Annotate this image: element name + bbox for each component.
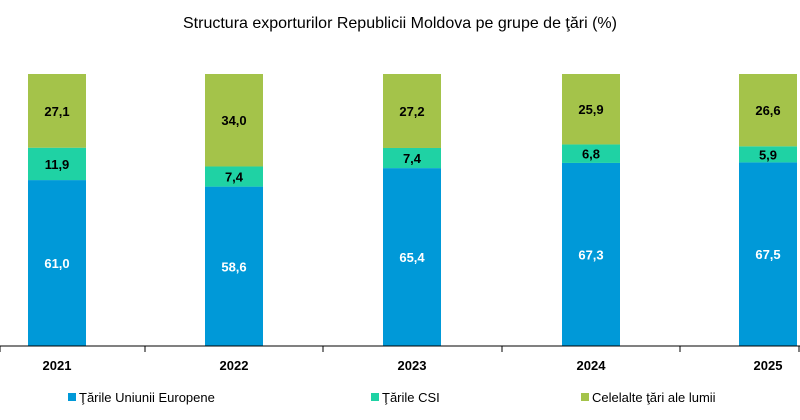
data-label-2024-series-0: 67,3	[578, 247, 603, 262]
bar-segment-2022-series-0	[205, 186, 263, 346]
data-label-2022-series-2: 34,0	[221, 113, 246, 128]
bar-segment-2025-series-2	[739, 74, 797, 147]
x-axis-labels: 2021 2022 2023 2024 2025	[43, 358, 783, 373]
x-axis-ticks	[0, 346, 800, 352]
bar-segment-2023-series-0	[383, 168, 441, 346]
bar-segment-2022-series-2	[205, 74, 263, 167]
legend-swatch-1	[371, 393, 379, 401]
data-label-2023-series-0: 65,4	[399, 250, 425, 265]
x-tick-label-2022: 2022	[220, 358, 249, 373]
data-label-2023-series-1: 7,4	[403, 151, 422, 166]
data-label-2023-series-2: 27,2	[399, 104, 424, 119]
bar-segment-2021-series-2	[28, 74, 86, 148]
bar-segment-2022-series-1	[205, 166, 263, 187]
data-label-2022-series-0: 58,6	[221, 259, 246, 274]
bar-segment-2025-series-0	[739, 162, 797, 346]
x-tick-label-2024: 2024	[577, 358, 607, 373]
bar-segment-2024-series-2	[562, 74, 620, 145]
x-tick-label-2021: 2021	[43, 358, 72, 373]
data-label-2025-series-0: 67,5	[755, 247, 780, 262]
data-label-2024-series-1: 6,8	[582, 147, 600, 162]
chart-title: Structura exporturilor Republicii Moldov…	[183, 15, 617, 32]
data-label-2021-series-0: 61,0	[44, 256, 69, 271]
x-tick-label-2025: 2025	[754, 358, 783, 373]
data-label-2021-series-2: 27,1	[44, 104, 69, 119]
data-label-2022-series-1: 7,4	[225, 170, 244, 185]
legend-swatch-2	[581, 393, 589, 401]
data-label-2025-series-2: 26,6	[755, 103, 780, 118]
legend-label-2: Celelalte ţări ale lumii	[592, 390, 716, 405]
bar-segment-2025-series-1	[739, 146, 797, 163]
bar-layer: 61,0 11,9 27,1 58,6 7,4 34,0 65,4 7,4 27,2 67,3 6,…	[28, 74, 797, 346]
legend-label-0: Ţările Uniunii Europene	[79, 390, 215, 405]
bar-segment-2023-series-1	[383, 147, 441, 169]
legend: Ţările Uniunii Europene Ţările CSI Celelal…	[68, 390, 716, 405]
data-label-2024-series-2: 25,9	[578, 102, 603, 117]
bar-segment-2024-series-1	[562, 144, 620, 163]
data-label-2021-series-1: 11,9	[45, 157, 70, 172]
legend-swatch-0	[68, 393, 76, 401]
data-label-2025-series-1: 5,9	[759, 147, 777, 162]
bar-segment-2021-series-1	[28, 147, 86, 181]
bar-segment-2024-series-0	[562, 162, 620, 346]
legend-label-1: Ţările CSI	[382, 390, 440, 405]
bar-segment-2021-series-0	[28, 180, 86, 346]
x-tick-label-2023: 2023	[398, 358, 427, 373]
bar-segment-2023-series-2	[383, 74, 441, 148]
